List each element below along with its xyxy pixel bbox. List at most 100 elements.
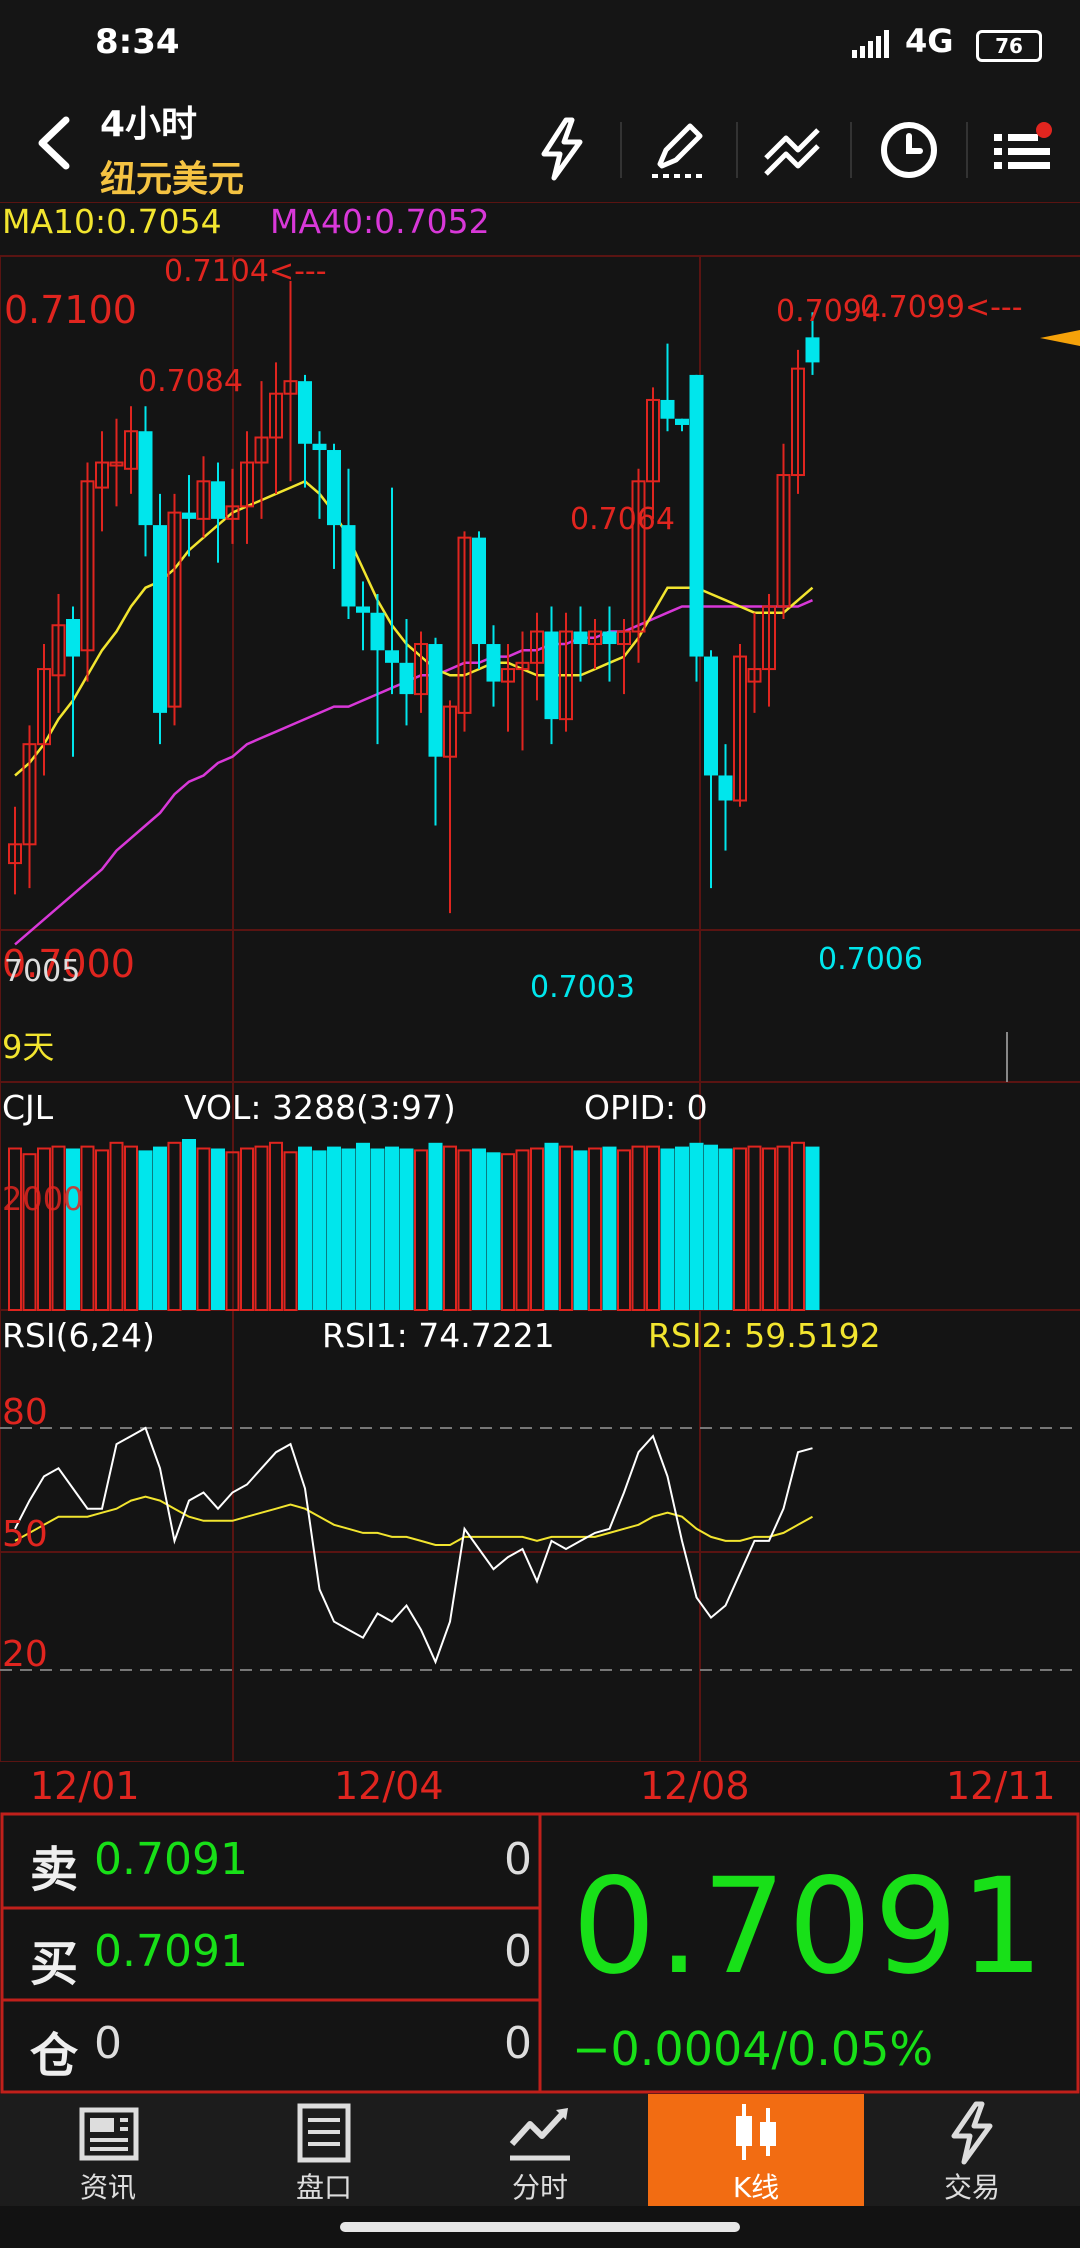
chart-panel[interactable]: MA10:0.7054 MA40:0.7052 0.7100 0.7000 0.… — [0, 201, 1080, 1808]
buy-price[interactable]: 0.7091 — [94, 1926, 248, 1977]
candle-body-up — [762, 605, 776, 671]
candle-body-up — [109, 461, 124, 467]
candle-body-down — [660, 399, 675, 419]
volume-bar-down — [544, 1142, 559, 1310]
x-label-3: 12/11 — [946, 1764, 1056, 1808]
candles — [8, 281, 820, 914]
candle-body-up — [22, 743, 37, 846]
volume-bar-up — [443, 1145, 457, 1311]
volume-bar-down — [327, 1146, 341, 1310]
candle-body-up — [631, 480, 646, 633]
candle-body-down — [182, 512, 196, 519]
volume-bar-up — [646, 1145, 660, 1311]
rsi-label: RSI(6,24) — [2, 1316, 155, 1355]
toolbar-divider — [966, 122, 968, 178]
chart-period[interactable]: 4小时 — [100, 104, 198, 145]
candle-body-up — [617, 630, 631, 646]
x-label-2: 12/08 — [640, 1764, 750, 1808]
volume-bar-down — [660, 1148, 675, 1310]
volume-bar-up — [37, 1147, 51, 1311]
volume-bar-up — [457, 1149, 472, 1312]
signal-icon — [852, 30, 889, 58]
volume-bar-up — [240, 1147, 254, 1311]
candle-body-down — [573, 631, 588, 645]
price-change: −0.0004/0.05% — [572, 2022, 934, 2076]
home-indicator[interactable] — [340, 2222, 740, 2232]
draw-pen-icon[interactable] — [644, 114, 714, 184]
bottom-tab-bar: 资讯 盘口 分时 K线 交易 — [0, 2094, 1080, 2206]
volume-bar-up — [124, 1145, 138, 1311]
candle-body-up — [515, 661, 530, 671]
tab-orderbook[interactable]: 盘口 — [216, 2094, 432, 2206]
high-annotation-right: 0.7099<--- — [860, 290, 1023, 325]
volume-bar-up — [80, 1145, 95, 1311]
candle-body-up — [776, 474, 791, 608]
peak-annotation-0: 0.7084 — [138, 364, 243, 399]
tab-kline[interactable]: K线 — [648, 2094, 864, 2206]
volume-bar-down — [66, 1148, 80, 1310]
ma10-polyline — [14, 479, 814, 777]
volume-bar-down — [341, 1148, 356, 1310]
volume-bar-up — [269, 1141, 283, 1311]
candle-body-up — [8, 843, 22, 865]
rsi-axis-20: 20 — [2, 1634, 48, 1675]
candle-body-down — [602, 631, 617, 645]
kline-chart[interactable] — [0, 201, 1080, 1763]
trendline-icon[interactable] — [758, 114, 828, 184]
candle-body-down — [66, 619, 80, 657]
candle-body-down — [689, 374, 704, 657]
back-arrow-icon[interactable] — [24, 108, 84, 178]
menu-list-icon[interactable] — [988, 114, 1058, 184]
volume-bar-down — [602, 1146, 617, 1310]
volume-bar-down — [312, 1150, 327, 1310]
volume-bar-down — [486, 1152, 501, 1310]
volume-bar-up — [109, 1141, 124, 1311]
candle-body-up — [80, 480, 95, 652]
candle-body-up — [791, 367, 805, 477]
candle-body-up — [588, 630, 602, 646]
candle-body-down — [704, 656, 718, 776]
candle-body-down — [341, 525, 356, 607]
ma10-label: MA10:0.7054 — [2, 202, 222, 241]
top-bar — [0, 90, 1080, 202]
tab-news-label: 资讯 — [79, 2171, 136, 2204]
candle-body-up — [414, 643, 428, 696]
volume-bar-down — [472, 1148, 486, 1310]
symbol-name[interactable]: 纽元美元 — [100, 159, 245, 200]
x-label-0: 12/01 — [30, 1764, 140, 1808]
candle-body-up — [240, 461, 254, 508]
rsi-axis-80: 80 — [2, 1392, 48, 1433]
tab-timeshare[interactable]: 分时 — [432, 2094, 648, 2206]
volume-bar-down — [385, 1146, 399, 1310]
position-value: 0 — [94, 2018, 122, 2069]
volume-bar-down — [689, 1142, 704, 1310]
tab-news[interactable]: 资讯 — [0, 2094, 216, 2206]
buy-quantity: 0 — [504, 1926, 532, 1977]
candle-body-up — [530, 630, 544, 664]
volume-bar-down — [153, 1146, 167, 1310]
low-annotation-1: 0.7003 — [530, 970, 635, 1005]
current-price-marker-icon — [1040, 330, 1080, 346]
flash-icon[interactable] — [528, 114, 598, 184]
ma40-line — [14, 599, 813, 946]
toolbar-divider — [850, 122, 852, 178]
high-annotation-left: 0.7104<--- — [164, 254, 327, 289]
candle-body-down — [486, 644, 501, 682]
sell-quantity: 0 — [504, 1834, 532, 1885]
tab-trade[interactable]: 交易 — [864, 2094, 1080, 2206]
volume-bar-up — [559, 1145, 573, 1311]
volume-bar-up — [762, 1147, 776, 1311]
candle-body-up — [254, 436, 269, 464]
candle-body-down — [370, 612, 385, 651]
tab-orderbook-label: 盘口 — [295, 2171, 352, 2204]
clock-icon[interactable] — [874, 114, 944, 184]
rsi1-polyline — [14, 1426, 813, 1665]
sell-price[interactable]: 0.7091 — [94, 1834, 248, 1885]
candle-body-down — [327, 450, 341, 526]
position-label: 仓 — [30, 2028, 79, 2084]
candle-body-down — [211, 481, 225, 519]
candle-body-up — [124, 430, 138, 470]
ma40-polyline — [14, 599, 813, 946]
volume-bar-up — [167, 1141, 182, 1311]
volume-bar-up — [588, 1147, 602, 1311]
